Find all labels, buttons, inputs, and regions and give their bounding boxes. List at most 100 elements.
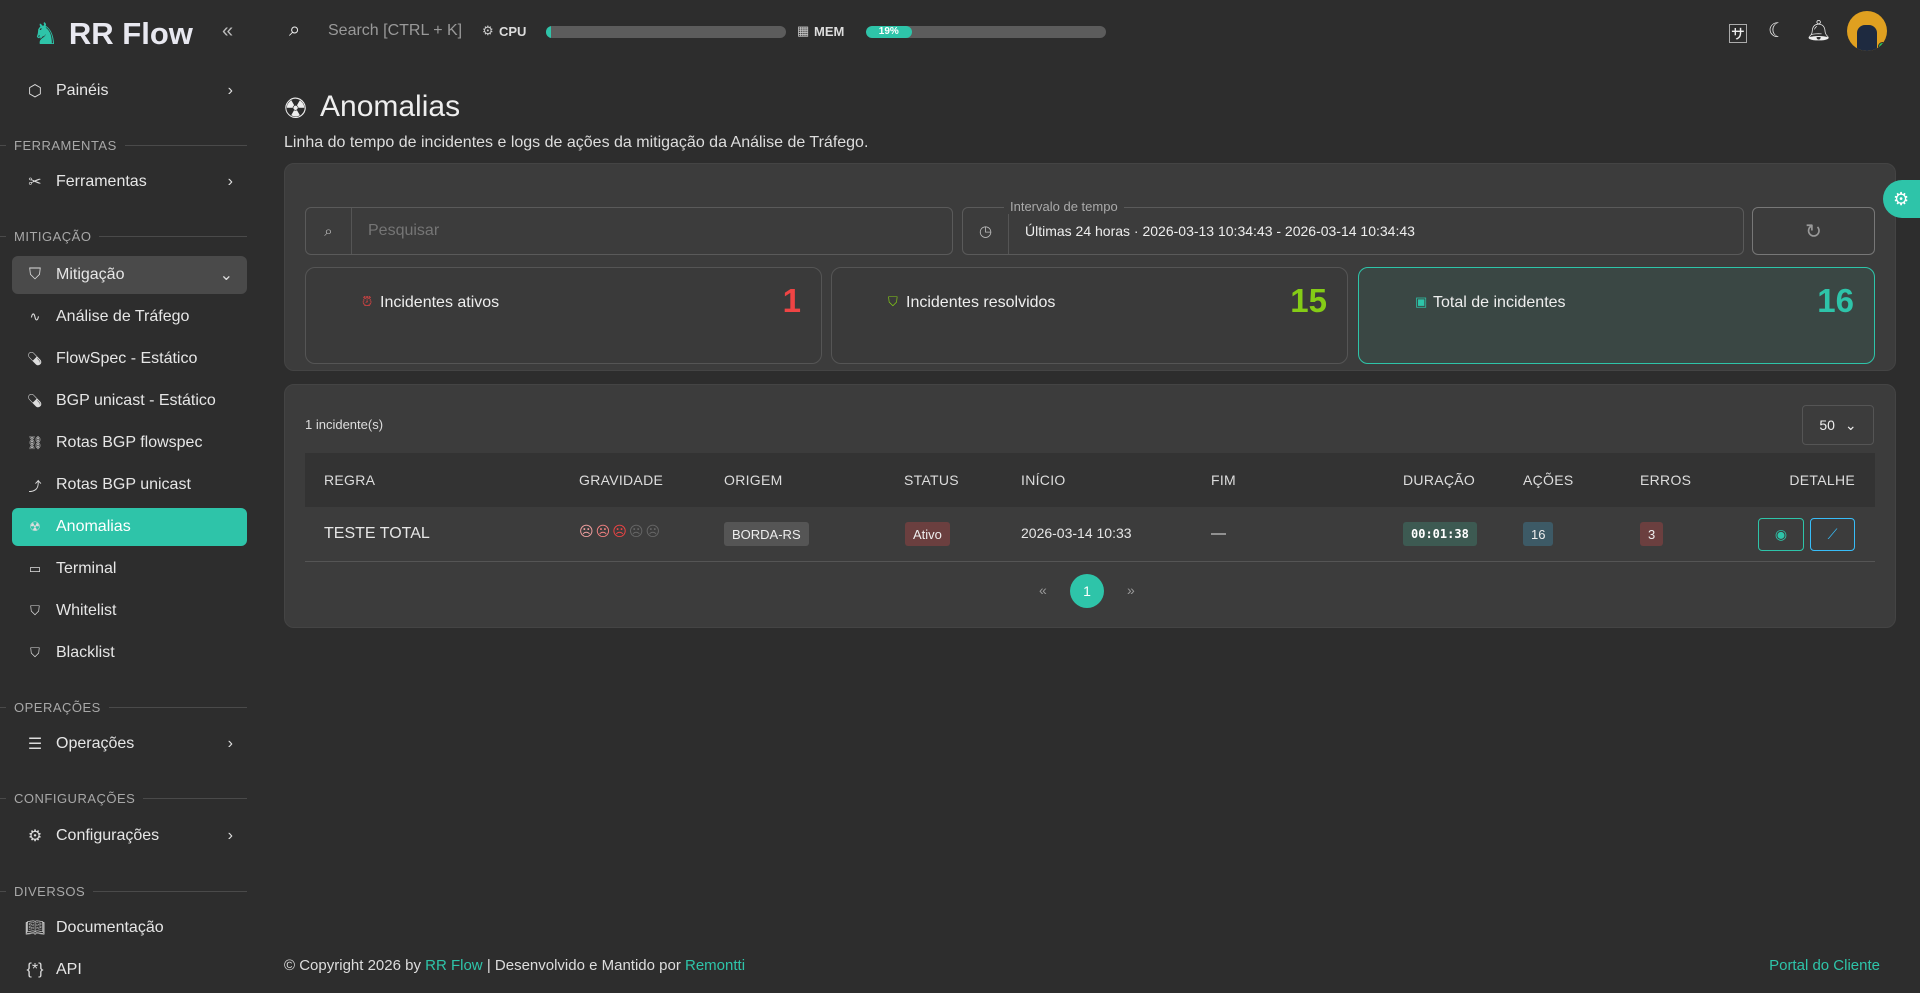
cell-inicio: 2026-03-14 10:33 [1021,525,1132,541]
sidebar-item-ferramentas[interactable]: ✂ Ferramentas › [12,163,247,201]
stat-label: Incidentes ativos [380,294,500,311]
column-header[interactable]: ORIGEM [724,472,783,488]
sidebar-item-blacklist[interactable]: ⛉ Blacklist [12,634,247,672]
sidebar-item-flowspec-est-tico[interactable]: 💊︎ FlowSpec - Estático [12,340,247,378]
stat-value: 15 [1290,282,1327,319]
actions-badge: 16 [1523,522,1554,546]
cell-regra: TESTE TOTAL [324,525,430,542]
severity-skull-icon: ☹ [628,523,646,539]
column-header[interactable]: ERROS [1640,472,1692,488]
refresh-button[interactable]: ↻ [1752,207,1875,255]
errors-badge: 3 [1640,522,1664,546]
cube-icon: ⬡ [28,83,42,100]
settings-tab[interactable]: ⚙ [1883,180,1920,218]
label: Configurações [56,827,160,844]
incident-count: 1 incidente(s) [305,417,384,432]
pagination-page-1[interactable]: 1 [1070,574,1104,608]
brand-link[interactable]: RR Flow [425,957,483,974]
cpu-icon: ⚙ [482,23,494,38]
brand-name: RR Flow [68,16,193,51]
stat-value: 16 [1817,282,1854,319]
stat-active: ⏰︎ Incidentes ativos 1 [305,267,822,364]
logo-icon: ♞ [32,17,59,51]
developer-link[interactable]: Remontti [685,957,746,974]
table-header [305,453,1875,507]
pill-icon: 💊︎ [26,351,44,366]
duration-badge: 00:01:38 [1403,522,1477,546]
chevron-right-icon: › [227,82,233,99]
chevron-down-icon: ⌄ [219,267,233,284]
clock-icon: ◷ [963,208,1009,254]
severity-skull-icon: ☹ [579,523,596,539]
portal-link[interactable]: Portal do Cliente [1769,957,1880,974]
book-icon: 📖︎ [24,920,46,937]
search-input[interactable] [352,222,952,240]
sidebar-item-an-lise-de-tr-fego[interactable]: ∿ Análise de Tráfego [12,298,247,336]
severity-skull-icon: ☹ [645,523,663,539]
sidebar-item-whitelist[interactable]: ⛉ Whitelist [12,592,247,630]
pulse-icon: ∿ [29,309,41,324]
avatar[interactable] [1847,11,1887,51]
sidebar-item-operacoes[interactable]: ☰ Operações › [12,725,247,763]
label: Mitigação [56,266,125,283]
route-icon: ⤴ [28,478,42,494]
collapse-sidebar-icon[interactable]: « [222,20,234,42]
label: Blacklist [56,644,115,661]
time-interval-field[interactable]: ◷ Últimas 24 horas · 2026-03-13 10:34:43… [962,207,1744,255]
column-header[interactable]: INÍCIO [1021,472,1066,488]
label: Painéis [56,82,109,99]
search-icon: ⌕ [306,208,352,254]
terminal-icon: ▭ [28,561,42,576]
stat-value: 1 [782,282,801,319]
stat-total: ▣ Total de incidentes 16 [1358,267,1875,364]
sidebar-item-api[interactable]: {*} API [12,951,247,989]
chevron-right-icon: › [227,173,233,190]
logo[interactable]: ♞ RR Flow [32,16,193,52]
sidebar-item-anomalias[interactable]: ☢ Anomalias [12,508,247,546]
sidebar-item-documentacao[interactable]: 📖︎ Documentação [12,909,247,947]
chevron-right-icon: › [227,735,233,752]
sidebar-item-rotas-bgp-unicast[interactable]: ⤴ Rotas BGP unicast [12,466,247,504]
search-field[interactable]: ⌕ [305,207,953,255]
pagination-next[interactable]: » [1127,582,1135,598]
line-chart-icon: ⟋ [1827,526,1838,542]
column-header[interactable]: DETALHE [1789,472,1855,488]
column-header[interactable]: AÇÕES [1523,472,1574,488]
sidebar-item-mitigacao[interactable]: ⛉ Mitigação ⌄ [12,256,247,294]
stat-label: Incidentes resolvidos [906,294,1056,311]
shield-check-icon: ⛉ [30,603,40,618]
eye-icon: ◉ [1774,526,1788,542]
translate-icon[interactable]: 🈂 [1728,24,1748,46]
chevron-down-icon: ⌄ [1844,416,1857,433]
column-header[interactable]: DURAÇÃO [1403,472,1476,488]
sidebar-item-rotas-bgp-flowspec[interactable]: ⛓ Rotas BGP flowspec [12,424,247,462]
notifications-icon[interactable]: 🔔︎ [1806,20,1832,42]
severity-skull-icon: ☹ [612,523,629,539]
search-icon[interactable]: ⌕ [289,19,301,41]
column-header[interactable]: FIM [1211,472,1237,488]
footer-mid: | Desenvolvido e Mantido por [482,957,685,974]
sidebar-item-bgp-unicast-est-tico[interactable]: 💊︎ BGP unicast - Estático [12,382,247,420]
page-size-select[interactable]: 50 ⌄ [1802,405,1874,445]
severity-skull-icon: ☹ [595,523,613,539]
theme-toggle-icon[interactable]: ☾ [1768,20,1786,42]
mem-label: MEM [814,24,845,39]
section-configuracoes: CONFIGURAÇÕES [12,791,247,806]
sidebar-item-terminal[interactable]: ▭ Terminal [12,550,247,588]
chart-detail-button[interactable]: ⟋ [1810,518,1855,551]
column-header[interactable]: STATUS [904,472,959,488]
api-icon: {*} [26,961,44,978]
sidebar-item-paineis[interactable]: ⬡ Painéis › [12,72,247,110]
global-search[interactable]: Search [CTRL + K] [328,22,463,39]
shield-check-icon: ⛉ [888,294,898,309]
sidebar-item-configuracoes[interactable]: ⚙ Configurações › [12,817,247,855]
page-subtitle: Linha do tempo de incidentes e logs de a… [284,134,869,151]
pagination-prev[interactable]: « [1039,582,1047,598]
mem-bar: 19% [866,26,1106,38]
column-header[interactable]: GRAVIDADE [579,472,664,488]
section-ferramentas: FERRAMENTAS [12,138,247,153]
view-detail-button[interactable]: ◉ [1758,518,1804,551]
severity-indicator: ☹☹☹☹☹ [579,523,662,540]
radiation-icon: ☢ [283,93,309,124]
column-header[interactable]: REGRA [324,472,376,488]
